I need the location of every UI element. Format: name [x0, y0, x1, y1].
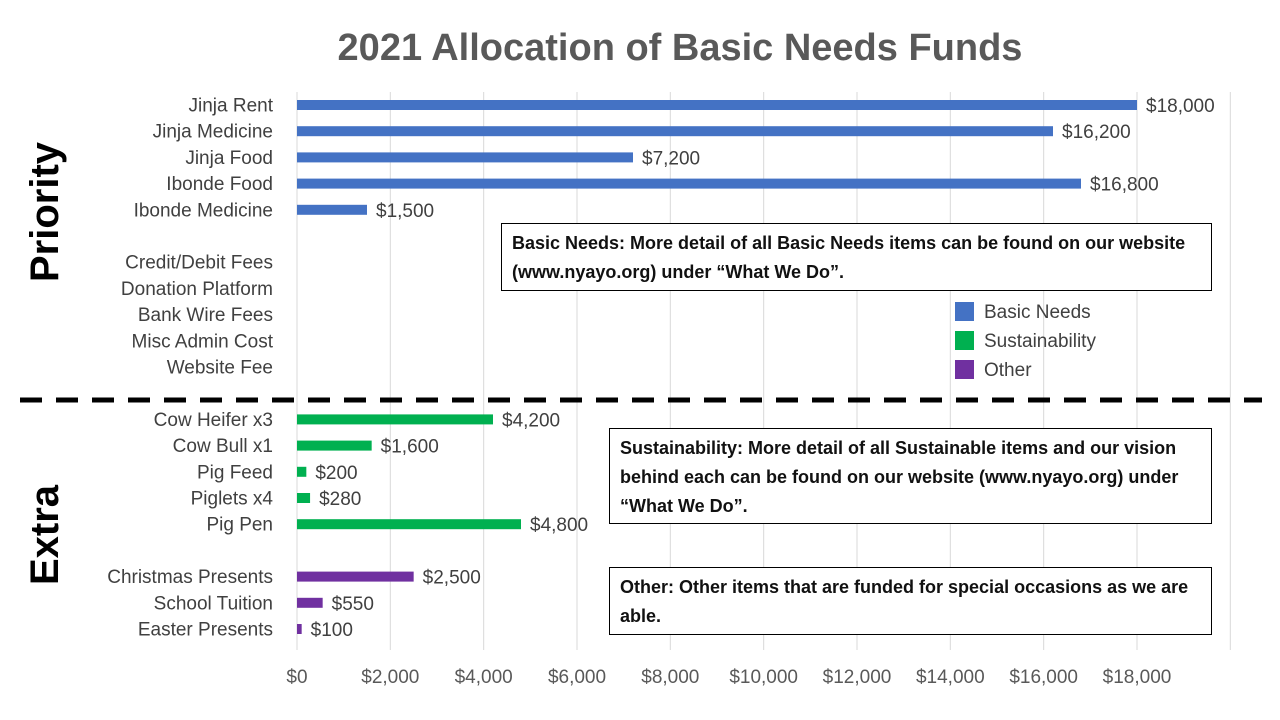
x-tick-label: $6,000 — [548, 667, 606, 688]
category-label-bank-wire-fees: Bank Wire Fees — [138, 305, 273, 326]
value-labels: $18,000 $16,200 $7,200 $16,800 $1,500 $4,200 $… — [311, 96, 1215, 641]
legend: Basic Needs Sustainability Other — [955, 302, 1096, 381]
bar-jinja-food — [297, 152, 633, 163]
note-other: Other: Other items that are funded for s… — [609, 567, 1212, 635]
value-label-piglets-x4: $280 — [319, 489, 361, 510]
value-label-jinja-rent: $18,000 — [1146, 96, 1215, 117]
bar-ibonde-medicine — [297, 204, 367, 215]
note-basic-needs: Basic Needs: More detail of all Basic Ne… — [501, 223, 1212, 291]
category-label-jinja-rent: Jinja Rent — [189, 96, 274, 117]
chart-title: 2021 Allocation of Basic Needs Funds — [338, 27, 1023, 69]
x-tick-label: $8,000 — [641, 667, 699, 688]
x-tick-label: $18,000 — [1103, 667, 1172, 688]
bar-pig-feed — [297, 466, 307, 477]
category-label-cow-bull-x1: Cow Bull x1 — [173, 436, 273, 457]
x-tick-label: $4,000 — [455, 667, 513, 688]
category-label-christmas-presents: Christmas Presents — [107, 567, 273, 588]
legend-label-sustainability: Sustainability — [984, 331, 1096, 352]
bars — [297, 100, 1137, 634]
category-label-pig-feed: Pig Feed — [197, 462, 273, 483]
legend-swatch-sustainability — [955, 331, 974, 350]
bar-jinja-rent — [297, 100, 1137, 110]
value-label-jinja-medicine: $16,200 — [1062, 122, 1131, 143]
value-label-pig-feed: $200 — [315, 463, 357, 484]
category-label-cow-heifer-x3: Cow Heifer x3 — [154, 410, 273, 431]
category-label-easter-presents: Easter Presents — [138, 620, 273, 641]
x-tick-label: $10,000 — [729, 667, 798, 688]
value-label-pig-pen: $4,800 — [530, 515, 588, 536]
bar-easter-presents — [297, 624, 302, 634]
category-label-school-tuition: School Tuition — [154, 593, 273, 614]
bar-pig-pen — [297, 519, 521, 530]
category-label-website-fee: Website Fee — [167, 358, 273, 379]
value-label-cow-bull-x1: $1,600 — [381, 437, 439, 458]
category-label-ibonde-medicine: Ibonde Medicine — [134, 200, 273, 221]
category-label-jinja-food: Jinja Food — [185, 148, 273, 169]
value-label-school-tuition: $550 — [332, 594, 374, 615]
value-label-easter-presents: $100 — [311, 620, 353, 641]
value-label-ibonde-food: $16,800 — [1090, 175, 1159, 196]
legend-label-basic-needs: Basic Needs — [984, 302, 1091, 323]
group-label-extra: Extra — [23, 484, 67, 585]
x-tick-label: $12,000 — [823, 667, 892, 688]
legend-swatch-other — [955, 360, 974, 379]
x-tick-label: $14,000 — [916, 667, 985, 688]
bar-ibonde-food — [297, 178, 1081, 189]
category-label-piglets-x4: Piglets x4 — [191, 489, 274, 510]
group-label-priority: Priority — [23, 141, 67, 282]
x-tick-label: $0 — [286, 667, 307, 688]
value-label-ibonde-medicine: $1,500 — [376, 201, 434, 222]
value-label-christmas-presents: $2,500 — [423, 568, 481, 589]
bar-piglets-x4 — [297, 493, 311, 503]
bar-christmas-presents — [297, 571, 414, 582]
category-label-jinja-medicine: Jinja Medicine — [153, 122, 273, 143]
legend-label-other: Other — [984, 360, 1032, 381]
bar-school-tuition — [297, 597, 323, 608]
category-label-donation-platform: Donation Platform — [121, 279, 273, 300]
bar-jinja-medicine — [297, 126, 1053, 137]
x-tick-label: $16,000 — [1009, 667, 1078, 688]
note-sustainability: Sustainability: More detail of all Susta… — [609, 428, 1212, 524]
bar-cow-heifer-x3 — [297, 414, 493, 425]
category-labels: Jinja Rent Jinja Medicine Jinja Food Ibonde… — [107, 96, 273, 641]
legend-swatch-basic-needs — [955, 302, 974, 321]
category-label-pig-pen: Pig Pen — [206, 515, 273, 536]
x-axis-ticks: $0 $2,000 $4,000 $6,000 $8,000 $10,000 $12,000… — [286, 667, 1171, 688]
category-label-ibonde-food: Ibonde Food — [166, 174, 273, 195]
category-label-credit-debit-fees: Credit/Debit Fees — [125, 253, 273, 274]
value-label-cow-heifer-x3: $4,200 — [502, 410, 560, 431]
value-label-jinja-food: $7,200 — [642, 148, 700, 169]
category-label-misc-admin-cost: Misc Admin Cost — [132, 331, 274, 352]
bar-cow-bull-x1 — [297, 440, 372, 451]
x-tick-label: $2,000 — [361, 667, 419, 688]
